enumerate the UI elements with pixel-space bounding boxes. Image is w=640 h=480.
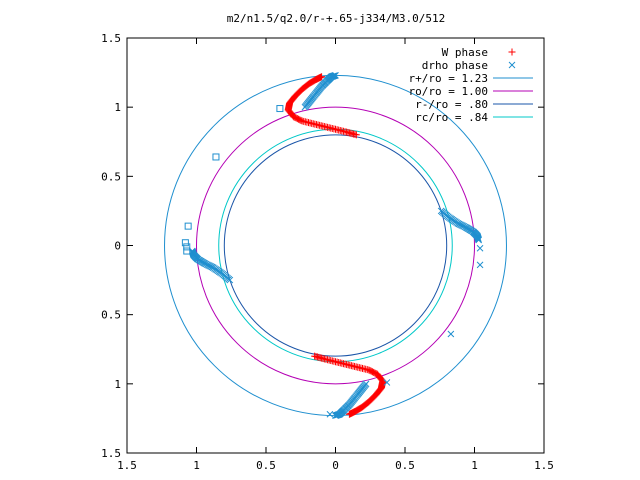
series-1-square-1 [212, 153, 220, 161]
legend-marker-series-1 [508, 61, 516, 69]
series-1-outlier-2 [447, 330, 455, 338]
x-tick-label-6: 1.5 [534, 459, 554, 472]
chart-title: m2/n1.5/q2.0/r-+.65-j334/M3.0/512 [227, 12, 446, 25]
series-1-square-4 [183, 243, 191, 251]
series-1-outlier-3 [383, 379, 391, 386]
y-axis: 1.5 1 0.5 0 0.5 1 1.5 [101, 32, 544, 460]
x-tick-label-3: 0 [332, 459, 339, 472]
series-1-arm-1-point-42 [332, 412, 339, 420]
series-1-outlier-1 [476, 261, 484, 269]
series-1-arm-2-point-42 [475, 236, 483, 244]
y-tick-label-3: 0 [114, 240, 121, 253]
series-1-arm-3-point-42 [188, 247, 196, 255]
series-1-square-3 [181, 239, 189, 247]
series-0-arm-0-point-91 [318, 73, 326, 81]
legend-label-series-0: W phase [442, 46, 488, 59]
legend-label-circle-0: r+/ro = 1.23 [409, 72, 488, 85]
x-tick-label-1: 1 [193, 459, 200, 472]
y-tick-label-5: 1 [114, 378, 121, 391]
legend-label-circle-2: r-/ro = .80 [415, 98, 488, 111]
legend-label-series-1: drho phase [422, 59, 488, 72]
y-tick-label-4: 0.5 [101, 309, 121, 322]
series-1-outlier-0 [476, 244, 484, 252]
y-tick-label-1: 1 [114, 101, 121, 114]
x-tick-label-5: 1 [471, 459, 478, 472]
legend-label-circle-3: rc/ro = .84 [415, 111, 488, 124]
y-tick-label-2: 0.5 [101, 170, 121, 183]
series-1-square-2 [184, 222, 192, 230]
legend-marker-series-0 [508, 48, 516, 56]
circle-2 [223, 134, 448, 357]
series-1-square-0 [276, 105, 284, 113]
x-axis: 1.5 1 0.5 0 0.5 1 1.5 [117, 38, 554, 472]
y-tick-label-0: 1.5 [101, 32, 121, 45]
series-1-square-5 [183, 247, 191, 255]
y-tick-label-6: 1.5 [101, 447, 121, 460]
series-1-outlier-4 [326, 410, 334, 418]
series-0-arm-1-point-91 [345, 410, 353, 418]
circle-1 [196, 106, 475, 385]
x-tick-label-0: 1.5 [117, 459, 137, 472]
legend-label-circle-1: ro/ro = 1.00 [409, 85, 488, 98]
series-1-arm-0-point-42 [332, 71, 339, 79]
series-0 [284, 73, 387, 418]
series-layer [181, 71, 484, 420]
x-tick-label-4: 0.5 [395, 459, 415, 472]
x-tick-label-2: 0.5 [256, 459, 276, 472]
series-1 [181, 71, 484, 420]
circle-3 [218, 128, 453, 363]
